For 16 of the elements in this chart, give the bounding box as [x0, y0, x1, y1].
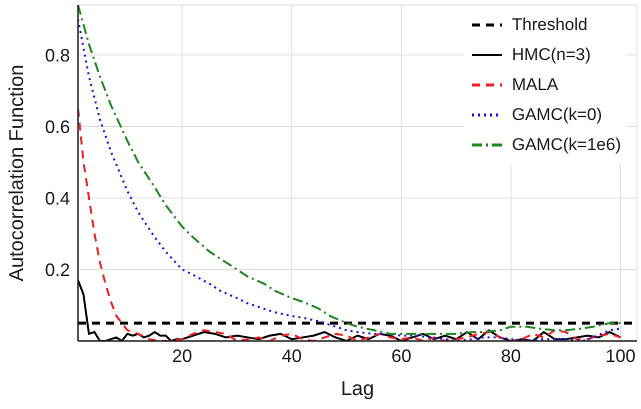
y-axis-title: Autocorrelation Function — [6, 64, 28, 282]
x-tick-label: 100 — [606, 346, 636, 366]
y-tick-label: 0.8 — [44, 45, 70, 66]
legend-label: GAMC(k=0) — [512, 105, 602, 125]
x-tick-label: 40 — [282, 346, 302, 366]
x-tick-label: 60 — [391, 346, 412, 366]
x-axis-title: Lag — [340, 378, 374, 400]
legend-label: HMC(n=3) — [512, 45, 591, 65]
legend-label: Threshold — [512, 15, 588, 35]
y-tick-label: 0.4 — [44, 188, 70, 208]
y-tick-label: 0.2 — [44, 260, 70, 280]
x-tick-label: 20 — [172, 346, 192, 366]
legend-label: GAMC(k=1e6) — [512, 135, 621, 155]
y-tick-label: 0.6 — [44, 116, 70, 137]
x-tick-label: 80 — [500, 346, 521, 366]
legend-label: MALA — [512, 75, 558, 95]
